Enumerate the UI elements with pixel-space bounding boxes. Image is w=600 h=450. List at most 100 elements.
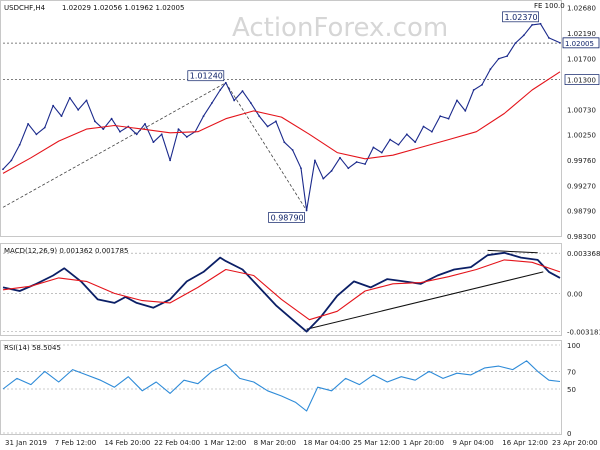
- price-point: [275, 120, 277, 123]
- x-tick-label: 9 Apr 04:00: [453, 439, 494, 447]
- price-point: [266, 125, 269, 128]
- price-point: [185, 136, 188, 138]
- price-point: [397, 143, 400, 146]
- price-point: [110, 117, 113, 120]
- x-tick-label: 16 Apr 12:00: [502, 439, 548, 447]
- last-price-tag: [562, 37, 600, 49]
- price-point: [305, 209, 308, 212]
- price-panel-frame: [0, 0, 562, 237]
- y-tick-label: 0.98300: [567, 233, 596, 241]
- x-tick-label: 22 Feb 04:00: [154, 439, 200, 447]
- trend-line: [225, 82, 307, 211]
- price-point: [210, 102, 213, 104]
- price-point: [27, 123, 29, 125]
- y-tick-label: 1.01300: [567, 77, 596, 85]
- price-point: [233, 99, 236, 102]
- price-point: [2, 168, 4, 171]
- y-tick-label: 100: [567, 342, 580, 350]
- price-point: [322, 177, 325, 180]
- x-tick-label: 1 Apr 20:00: [403, 439, 444, 447]
- macd-signal-line: [2, 259, 561, 321]
- price-point: [339, 156, 341, 159]
- rsi-layer: [2, 344, 561, 434]
- price-point: [547, 36, 550, 39]
- price-point: [249, 102, 252, 104]
- corner-label: FE 100.0: [534, 2, 565, 10]
- price-point: [347, 167, 350, 170]
- trend-line: [306, 271, 544, 330]
- rsi-label: RSI(14) 58.5045: [4, 344, 61, 352]
- price-point: [380, 151, 383, 154]
- moving-average-line: [2, 71, 561, 174]
- price-point: [241, 90, 244, 92]
- price-point: [489, 68, 492, 71]
- y-tick-label: 0.003368: [567, 250, 600, 258]
- price-point: [456, 99, 458, 102]
- callout-label: 1.01240: [190, 72, 223, 81]
- x-tick-label: 25 Mar 12:00: [353, 439, 400, 447]
- x-tick-label: 1 Mar 12:00: [204, 439, 246, 447]
- price-point: [35, 133, 38, 136]
- trend-line: [2, 82, 226, 208]
- price-point: [60, 115, 63, 117]
- rsi-line: [2, 360, 561, 412]
- y-tick-label: 0.98790: [567, 207, 596, 215]
- y-tick-label: 0.99760: [567, 157, 596, 165]
- price-point: [464, 109, 467, 112]
- price-point: [481, 83, 483, 86]
- price-point: [102, 128, 105, 131]
- price-point: [52, 104, 55, 107]
- y-tick-label: 1.01700: [567, 56, 596, 64]
- price-point: [152, 141, 155, 144]
- price-point: [372, 146, 375, 149]
- x-tick-label: 8 Mar 20:00: [254, 439, 296, 447]
- y-tick-label: 0: [567, 430, 571, 438]
- price-point: [447, 117, 450, 120]
- price-point: [219, 89, 222, 91]
- price-point: [414, 141, 417, 144]
- y-tick-label: 1.02680: [567, 5, 596, 13]
- price-point: [497, 57, 500, 60]
- price-point: [439, 115, 442, 117]
- last-price-label: 1.02005: [565, 40, 594, 48]
- price-point: [522, 34, 525, 37]
- price-point: [68, 96, 71, 99]
- price-point: [160, 133, 163, 136]
- price-point: [258, 115, 261, 117]
- price-point: [300, 167, 302, 170]
- price-point: [430, 130, 433, 133]
- price-point: [506, 55, 508, 58]
- price-point: [539, 22, 542, 25]
- price-point: [77, 108, 80, 111]
- y-tick-label: 50: [567, 386, 576, 394]
- price-point: [119, 130, 121, 133]
- y-tick-label: 0.00: [567, 290, 583, 298]
- rsi-panel-frame: [0, 340, 562, 435]
- price-point: [135, 133, 138, 136]
- axes-layer: 1.02680 1.02190 1.01700 1.01300 1.00730 1.002…: [5, 5, 600, 447]
- callout-label: 0.98790: [271, 213, 304, 222]
- price-point: [559, 41, 561, 44]
- price-point: [283, 141, 286, 144]
- macd-panel-frame: [0, 243, 562, 336]
- y-tick-label: 1.02190: [567, 30, 596, 38]
- x-tick-label: 7 Feb 12:00: [55, 439, 96, 447]
- price-point: [18, 143, 21, 146]
- callout-box: [268, 212, 305, 223]
- y-tick-label: 70: [567, 368, 576, 376]
- price-point: [531, 23, 534, 26]
- x-tick-label: 23 Apr 20:00: [552, 439, 598, 447]
- price-point: [169, 159, 172, 162]
- price-point: [355, 161, 358, 163]
- callout-label: 1.02370: [505, 13, 538, 22]
- y-tick-label: 1.00250: [567, 131, 596, 139]
- price-point: [85, 99, 88, 102]
- price-series-line: [2, 23, 561, 212]
- symbol-label: USDCHF,H4: [4, 4, 46, 12]
- price-point: [422, 125, 425, 128]
- callout-box: [187, 70, 225, 82]
- price-point: [314, 159, 316, 162]
- macd-label: MACD(12,26,9) 0.001362 0.001785: [4, 247, 128, 255]
